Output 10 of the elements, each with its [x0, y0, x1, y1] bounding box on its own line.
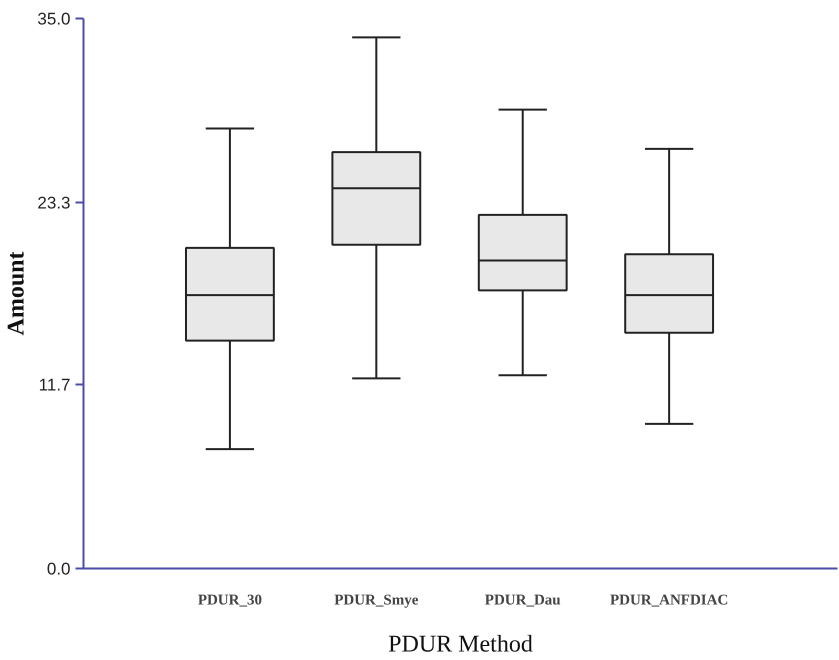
- x-tick-label: PDUR_Dau: [484, 592, 561, 608]
- y-tick-label: 35.0: [37, 10, 71, 28]
- x-axis-title: PDUR Method: [388, 632, 533, 658]
- y-tick-label: 23.3: [37, 193, 71, 212]
- x-tick-label: PDUR_ANFDIAC: [610, 592, 728, 608]
- y-tick-label: 0.0: [46, 560, 71, 578]
- x-tick-label: PDUR_Smye: [334, 592, 419, 608]
- x-tick-label: PDUR_30: [198, 592, 262, 608]
- y-tick-label: 11.7: [38, 376, 71, 395]
- y-axis-title: Amount: [3, 251, 30, 336]
